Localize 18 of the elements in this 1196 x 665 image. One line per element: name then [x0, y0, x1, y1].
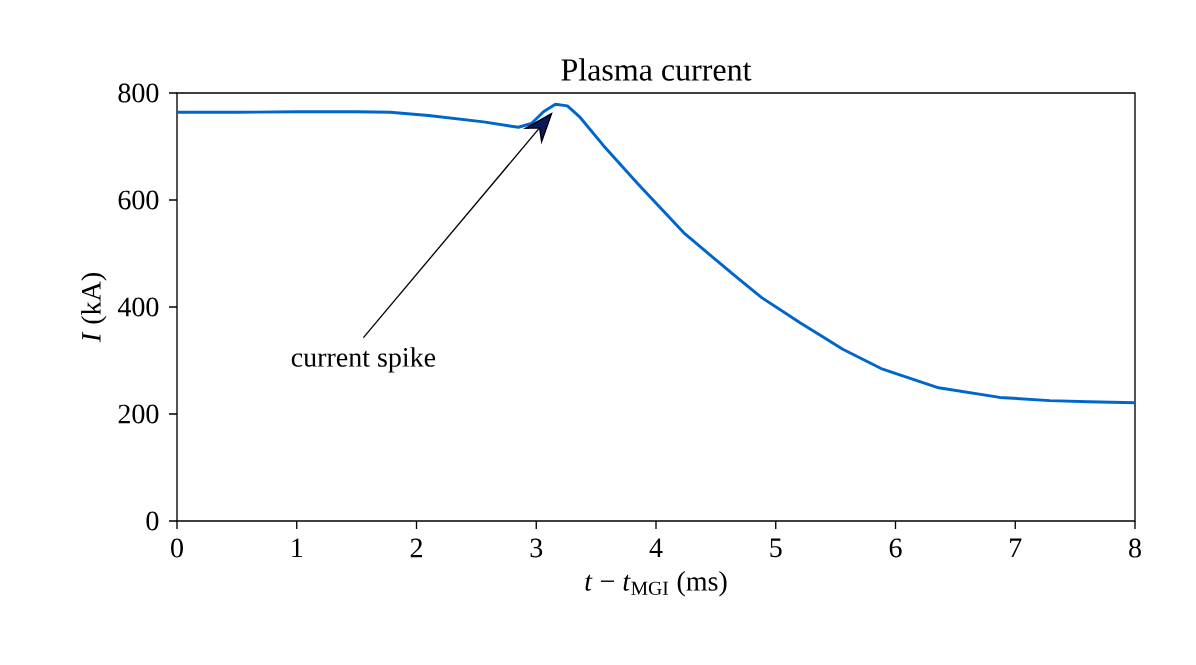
chart-title: Plasma current	[561, 58, 752, 81]
x-tick-label: 5	[770, 538, 782, 558]
x-tick-label: 1	[292, 538, 303, 558]
x-tick-label: 7	[1010, 538, 1022, 557]
x-tick-label: 4	[649, 538, 663, 558]
y-tick-label: 600	[118, 190, 159, 210]
y-tick-label: 200	[118, 404, 159, 424]
x-axis-title: t − t$_{MGI}$ (ms)	[585, 571, 727, 597]
y-tick-label: 400	[117, 297, 159, 317]
x-tick-label: 8	[1129, 538, 1141, 558]
x-tick-label: 0	[171, 538, 183, 558]
annotation: current spike	[291, 347, 436, 373]
y-tick-label: 0	[146, 511, 159, 531]
x-tick-label: 3	[530, 538, 543, 558]
y-tick-label: 800	[118, 83, 159, 103]
y-axis-title: I (kA)	[81, 273, 107, 343]
x-tick-label: 2	[410, 538, 422, 558]
x-tick-label: 6	[889, 538, 902, 558]
